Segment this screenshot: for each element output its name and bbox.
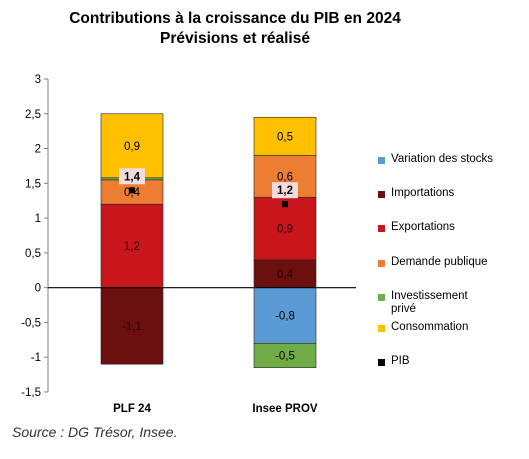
bar-data-label: 0,4	[277, 269, 294, 281]
legend-swatch	[378, 191, 385, 198]
bar-data-label: -0,5	[275, 350, 295, 362]
legend-swatch	[378, 359, 385, 366]
bar-segment	[253, 196, 317, 261]
pib-marker	[282, 201, 288, 208]
legend-item: Variation des stocks	[378, 153, 528, 166]
bar-data-label: 0,6	[277, 171, 293, 183]
chart-title: Contributions à la croissance du PIB en …	[69, 10, 401, 27]
y-tick-label: 2,5	[25, 109, 41, 121]
y-tick-label: 1,5	[25, 178, 41, 190]
y-tick-label: -0,5	[21, 317, 41, 329]
y-tick-label: 0,5	[25, 248, 41, 260]
bar-data-label: 1,2	[124, 241, 140, 253]
legend-label: PIB	[391, 355, 410, 367]
bar-segment	[253, 259, 317, 288]
pib-label-box	[272, 182, 298, 199]
legend-item: Demande publique	[378, 256, 528, 269]
pib-data-label: 1,4	[124, 171, 141, 183]
legend-swatch	[378, 325, 385, 332]
bar-segment	[253, 116, 317, 156]
y-tick-label: 2	[35, 144, 41, 156]
legend-item: PIB	[378, 355, 528, 368]
y-tick-label: -1,5	[21, 387, 41, 399]
pib-label-box	[119, 168, 145, 185]
legend-label: Investissement privé	[391, 290, 468, 315]
y-tick-label: 3	[35, 74, 41, 86]
bar-segment	[100, 203, 164, 288]
legend-swatch	[378, 157, 385, 164]
legend-swatch	[378, 294, 385, 301]
legend-label: Importations	[391, 187, 455, 199]
bar-data-label: 0,9	[124, 141, 140, 153]
legend-item: Investissement privé	[378, 290, 528, 316]
legend-label: Exportations	[391, 221, 455, 233]
legend-label: Variation des stocks	[391, 153, 494, 165]
y-tick-label: 0	[35, 283, 41, 295]
x-category-label: Insee PROV	[252, 403, 318, 415]
legend-label: Demande publique	[391, 256, 488, 268]
bar-segment	[253, 287, 317, 344]
pib-marker	[129, 187, 135, 194]
bar-data-label: -0,8	[275, 310, 295, 322]
pib-data-label: 1,2	[277, 185, 293, 197]
bar-data-label: -1,1	[122, 321, 142, 333]
legend-item: Importations	[378, 187, 528, 200]
legend-item: Exportations	[378, 221, 528, 234]
bar-segment	[253, 343, 317, 368]
x-category-label: PLF 24	[113, 403, 151, 415]
y-tick-label: -1	[31, 352, 41, 364]
legend-swatch	[378, 225, 385, 232]
bar-segment	[100, 113, 164, 179]
legend-item: Consommation	[378, 321, 528, 334]
bar-data-label: 0,9	[277, 224, 293, 236]
legend-swatch	[378, 260, 385, 267]
y-tick-label: 1	[35, 213, 41, 225]
source-note: Source : DG Trésor, Insee.	[12, 424, 178, 440]
bar-segment	[100, 287, 164, 365]
chart-subtitle: Prévisions et réalisé	[160, 30, 310, 47]
legend-label: Consommation	[391, 321, 469, 333]
bar-data-label: 0,5	[277, 131, 293, 143]
